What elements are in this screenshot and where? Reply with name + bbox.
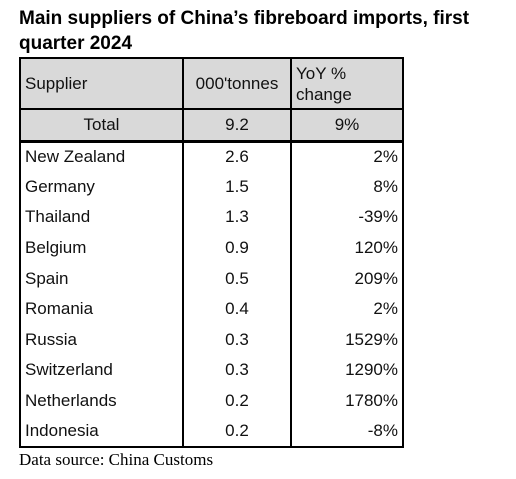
data-row: Switzerland 0.3 1290%: [19, 355, 404, 386]
data-cell: Belgium: [19, 232, 184, 264]
suppliers-table: Supplier 000'tonnes YoY % change Total 9…: [19, 57, 404, 448]
data-row: Netherlands 0.2 1780%: [19, 385, 404, 417]
data-cell: 1.3: [182, 202, 292, 233]
data-cell: 2%: [290, 293, 404, 325]
data-cell: 0.9: [182, 232, 292, 264]
data-cell: 0.4: [182, 293, 292, 325]
header-cell: 000'tonnes: [182, 58, 292, 110]
data-cell: Thailand: [19, 202, 184, 233]
data-cell: New Zealand: [19, 141, 184, 172]
data-cell: 0.2: [182, 416, 292, 447]
total-cell: 9%: [290, 109, 404, 143]
data-cell: 2%: [290, 141, 404, 172]
data-row: Spain 0.5 209%: [19, 263, 404, 294]
data-cell: Spain: [19, 263, 184, 294]
data-cell: 120%: [290, 232, 404, 264]
data-cell: Indonesia: [19, 416, 184, 447]
data-cell: 1290%: [290, 355, 404, 386]
data-cell: 209%: [290, 263, 404, 294]
data-cell: Russia: [19, 324, 184, 356]
data-row: Thailand 1.3 -39%: [19, 202, 404, 233]
data-cell: 1.5: [182, 171, 292, 203]
data-cell: 1529%: [290, 324, 404, 356]
table-header: Supplier 000'tonnes YoY % change: [19, 58, 404, 110]
data-cell: -8%: [290, 416, 404, 447]
data-cell: Germany: [19, 171, 184, 203]
title: Main suppliers of China’s fibreboard imp…: [19, 8, 470, 54]
data-cell: 2.6: [182, 141, 292, 172]
data-cell: Romania: [19, 293, 184, 325]
data-cell: 8%: [290, 171, 404, 203]
total-cell: Total: [19, 109, 184, 143]
data-row: New Zealand 2.6 2%: [19, 141, 404, 172]
data-cell: 0.3: [182, 355, 292, 386]
source-note: Data source: China Customs: [19, 450, 214, 469]
data-row: Germany 1.5 8%: [19, 171, 404, 203]
total-row: Total 9.2 9%: [19, 109, 404, 143]
data-cell: 1780%: [290, 385, 404, 417]
data-cell: 0.2: [182, 385, 292, 417]
data-cell: 0.5: [182, 263, 292, 294]
data-cell: Switzerland: [19, 355, 184, 386]
data-row: Indonesia 0.2 -8%: [19, 416, 404, 447]
table-body: Total 9.2 9% New Zealand 2.6 2% Germany 1.5 8…: [19, 109, 404, 447]
data-row: Russia 0.3 1529%: [19, 324, 404, 356]
data-cell: Netherlands: [19, 385, 184, 417]
total-cell: 9.2: [182, 109, 292, 143]
data-cell: -39%: [290, 202, 404, 233]
data-cell: 0.3: [182, 324, 292, 356]
header-cell: Supplier: [19, 58, 184, 110]
header-cell: YoY % change: [290, 58, 404, 110]
header-row: Supplier 000'tonnes YoY % change: [19, 58, 404, 110]
data-row: Romania 0.4 2%: [19, 293, 404, 325]
data-row: Belgium 0.9 120%: [19, 232, 404, 264]
